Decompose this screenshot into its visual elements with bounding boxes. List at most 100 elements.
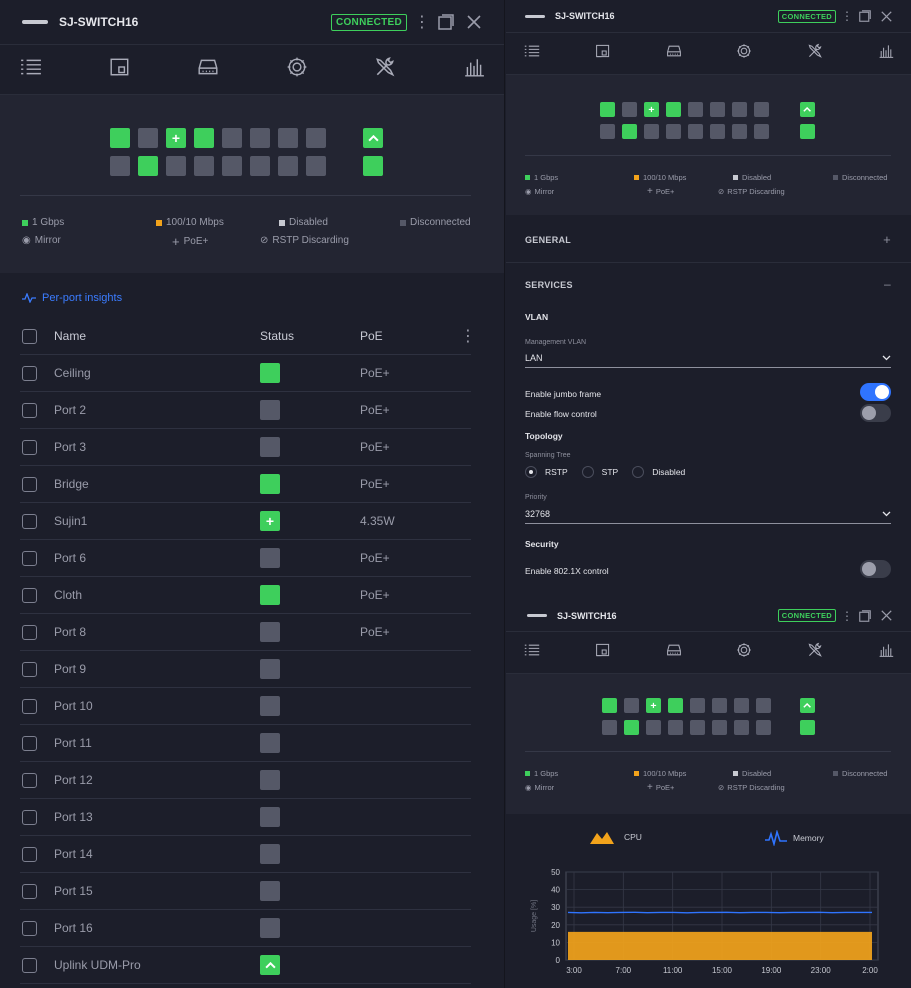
port[interactable] — [222, 128, 242, 148]
flow-control-toggle[interactable] — [860, 404, 891, 422]
table-row[interactable]: Port 9 — [20, 651, 471, 688]
row-checkbox[interactable] — [22, 550, 37, 566]
port[interactable] — [622, 124, 637, 139]
general-section-header[interactable]: GENERAL + — [525, 232, 891, 247]
port[interactable] — [622, 102, 637, 117]
tab-list[interactable] — [524, 642, 540, 663]
table-row[interactable]: Ceiling PoE+ — [20, 355, 471, 392]
tab-ports[interactable] — [197, 56, 219, 83]
port[interactable] — [688, 124, 703, 139]
port[interactable] — [222, 156, 242, 176]
port[interactable] — [602, 720, 617, 735]
port[interactable] — [756, 720, 771, 735]
row-checkbox[interactable] — [22, 513, 37, 529]
table-row[interactable]: Cloth PoE+ — [20, 577, 471, 614]
tab-stats[interactable] — [878, 43, 894, 64]
table-row[interactable]: Port 16 — [20, 910, 471, 947]
port[interactable] — [250, 156, 270, 176]
port[interactable] — [250, 128, 270, 148]
port[interactable] — [800, 124, 815, 139]
port[interactable] — [363, 156, 383, 176]
tab-device[interactable] — [595, 43, 611, 64]
tab-stats[interactable] — [878, 642, 894, 663]
port[interactable] — [600, 124, 615, 139]
close-icon[interactable] — [878, 10, 894, 22]
table-row[interactable]: Port 3 PoE+ — [20, 429, 471, 466]
port[interactable] — [624, 698, 639, 713]
more-icon[interactable]: ⋮ — [414, 14, 430, 31]
row-checkbox[interactable] — [22, 439, 37, 455]
stp-option-disabled[interactable]: Disabled — [632, 466, 685, 478]
port[interactable] — [668, 720, 683, 735]
port-uplink-icon[interactable] — [800, 102, 815, 117]
port[interactable] — [602, 698, 617, 713]
row-checkbox[interactable] — [22, 476, 37, 492]
port[interactable] — [668, 698, 683, 713]
table-row[interactable]: Port 8 PoE+ — [20, 614, 471, 651]
more-icon[interactable]: ⋮ — [841, 608, 853, 623]
dot1x-toggle[interactable] — [860, 560, 891, 578]
table-row[interactable]: Port 14 — [20, 836, 471, 873]
port[interactable] — [306, 128, 326, 148]
port[interactable] — [624, 720, 639, 735]
stp-option-stp[interactable]: STP — [581, 466, 618, 478]
row-checkbox[interactable] — [22, 624, 37, 640]
port-poe-icon[interactable]: + — [646, 698, 661, 713]
memory-legend[interactable]: Memory — [765, 830, 824, 846]
row-checkbox[interactable] — [22, 772, 37, 788]
port[interactable] — [800, 720, 815, 735]
port[interactable] — [734, 698, 749, 713]
port[interactable] — [712, 720, 727, 735]
port[interactable] — [690, 720, 705, 735]
port[interactable] — [666, 102, 681, 117]
table-row[interactable]: Port 12 — [20, 762, 471, 799]
port-poe-icon[interactable]: + — [166, 128, 186, 148]
tab-ports[interactable] — [666, 642, 682, 663]
tab-device[interactable] — [109, 56, 131, 83]
table-row[interactable]: Port 10 — [20, 688, 471, 725]
port[interactable] — [756, 698, 771, 713]
port[interactable] — [306, 156, 326, 176]
table-row[interactable]: Port 11 — [20, 725, 471, 762]
table-row[interactable]: Port 2 PoE+ — [20, 392, 471, 429]
row-checkbox[interactable] — [22, 365, 37, 381]
tab-ports[interactable] — [666, 43, 682, 64]
close-icon[interactable] — [463, 15, 485, 29]
per-port-insights-link[interactable]: Per-port insights — [22, 292, 122, 304]
port[interactable] — [278, 128, 298, 148]
row-checkbox[interactable] — [22, 587, 37, 603]
port[interactable] — [732, 102, 747, 117]
tab-tools[interactable] — [807, 43, 823, 64]
port[interactable] — [644, 124, 659, 139]
popout-icon[interactable] — [435, 14, 457, 30]
row-checkbox[interactable] — [22, 698, 37, 714]
row-checkbox[interactable] — [22, 846, 37, 862]
tab-stats[interactable] — [463, 56, 485, 83]
tab-tools[interactable] — [374, 56, 396, 83]
port[interactable] — [666, 124, 681, 139]
table-row[interactable]: Port 6 PoE+ — [20, 540, 471, 577]
row-checkbox[interactable] — [22, 920, 37, 936]
port[interactable] — [710, 102, 725, 117]
port[interactable] — [734, 720, 749, 735]
table-row[interactable]: Port 13 — [20, 799, 471, 836]
stp-option-rstp[interactable]: RSTP — [525, 466, 568, 478]
row-checkbox[interactable] — [22, 957, 37, 973]
port[interactable] — [712, 698, 727, 713]
port[interactable] — [278, 156, 298, 176]
port[interactable] — [110, 156, 130, 176]
port[interactable] — [710, 124, 725, 139]
cpu-legend[interactable]: CPU — [590, 830, 642, 844]
port-poe-icon[interactable]: + — [644, 102, 659, 117]
row-checkbox[interactable] — [22, 735, 37, 751]
port[interactable] — [110, 128, 130, 148]
row-checkbox[interactable] — [22, 883, 37, 899]
row-checkbox[interactable] — [22, 809, 37, 825]
table-row[interactable]: Bridge PoE+ — [20, 466, 471, 503]
tab-settings[interactable] — [736, 43, 752, 64]
port[interactable] — [194, 128, 214, 148]
port[interactable] — [138, 128, 158, 148]
jumbo-frame-toggle[interactable] — [860, 383, 891, 401]
row-checkbox[interactable] — [22, 661, 37, 677]
tab-device[interactable] — [595, 642, 611, 663]
